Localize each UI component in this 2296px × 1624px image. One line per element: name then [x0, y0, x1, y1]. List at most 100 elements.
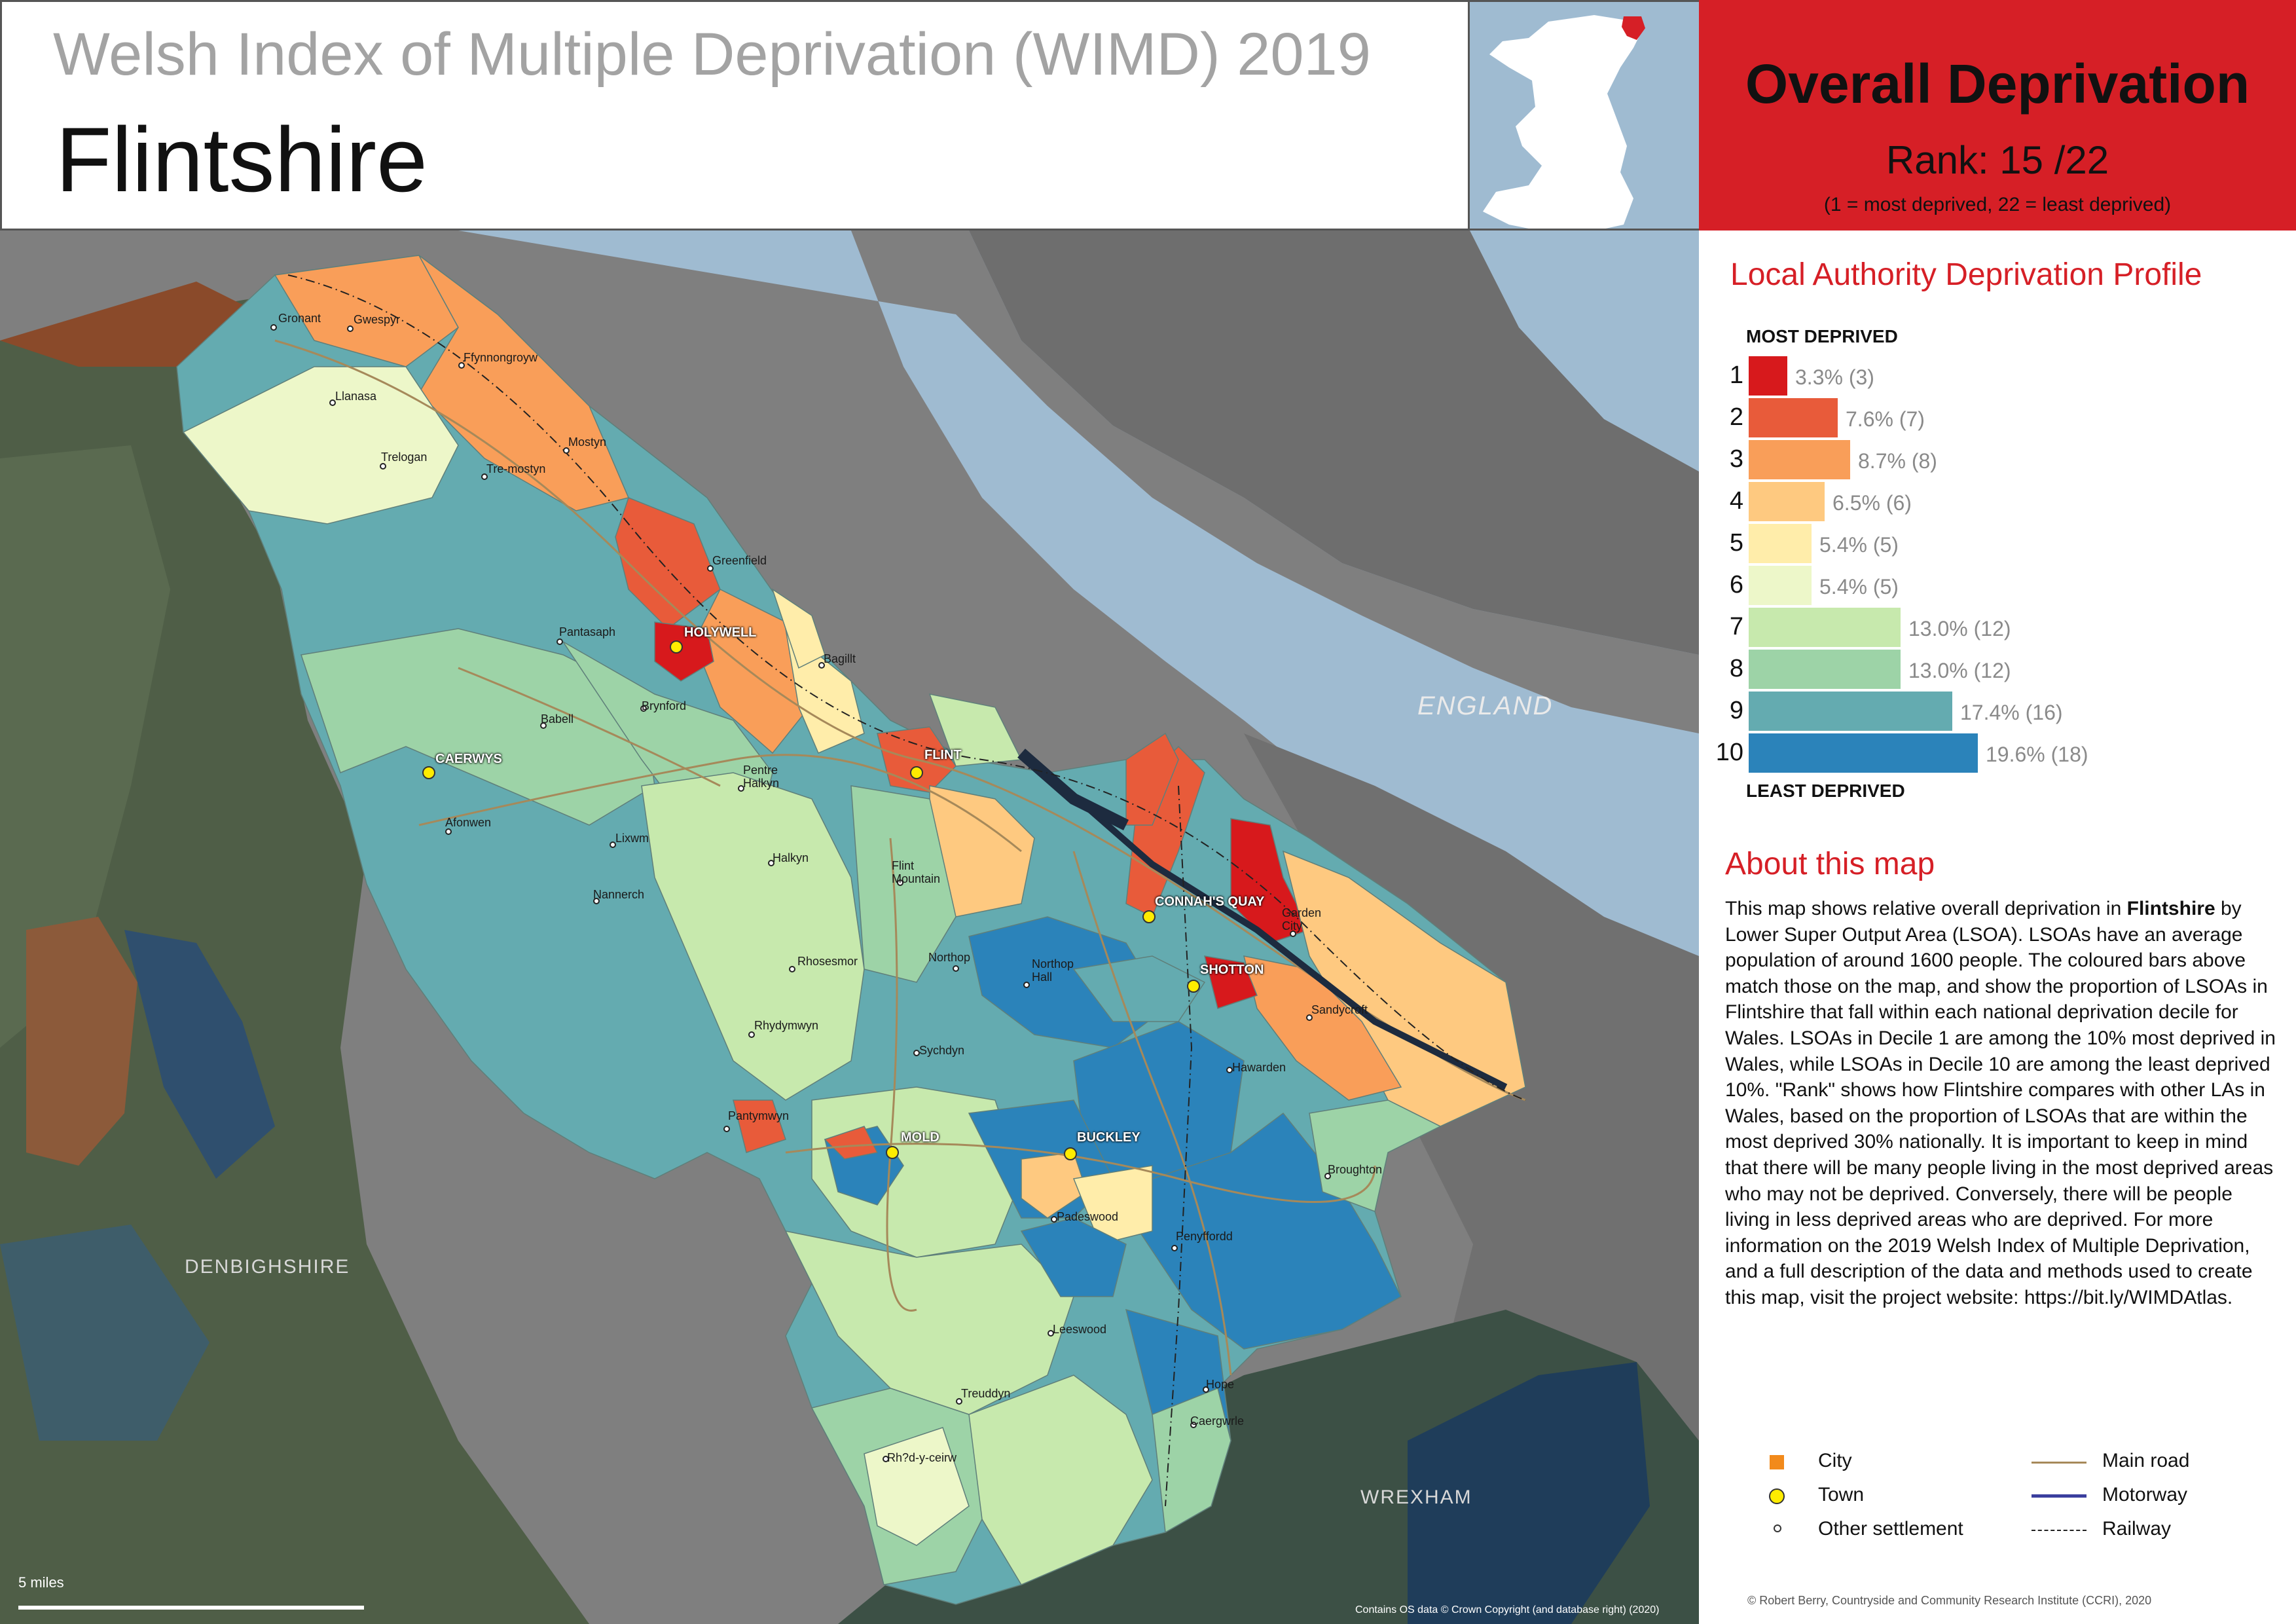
header: Welsh Index of Multiple Deprivation (WIM… [0, 0, 1470, 231]
decile-bar [1749, 398, 1838, 437]
about-text-bold: Flintshire [2126, 898, 2215, 919]
copyright: © Robert Berry, Countryside and Communit… [1747, 1594, 2152, 1607]
town-legend-icon [1769, 1488, 1785, 1504]
place-label-hope: Hope [1206, 1378, 1235, 1391]
region-label-wrexham: WREXHAM [1360, 1486, 1472, 1508]
decile-row-1: 1 3.3% (3) [1699, 356, 2288, 396]
estuary-channel [458, 231, 1699, 956]
least-deprived-label: LEAST DEPRIVED [1746, 781, 1905, 801]
river-channel [1017, 748, 1129, 831]
decile-value-label: 8.7% (8) [1858, 449, 1937, 473]
place-label-mostyn: Mostyn [568, 435, 607, 449]
decile-bar [1749, 650, 1901, 689]
place-label-pentre-halkyn-text: Pentre Halkyn [743, 764, 780, 790]
settlement-markers [270, 324, 1331, 1462]
legend-town: Town [1818, 1484, 1865, 1505]
page-subtitle: Welsh Index of Multiple Deprivation (WIM… [53, 21, 1371, 88]
flintshire-lsoas [176, 255, 1526, 1605]
town-label-flint: FLINT [924, 748, 962, 762]
place-label-treuddyn: Treuddyn [961, 1387, 1011, 1400]
town-label-mold: MOLD [901, 1130, 939, 1145]
place-label-gwespyr: Gwespyr [354, 313, 401, 326]
town-label-caerwys: CAERWYS [435, 752, 502, 766]
town-label-buckley: BUCKLEY [1077, 1130, 1140, 1145]
scale-bar [18, 1606, 364, 1610]
map-credit: Contains OS data © Crown Copyright (and … [1355, 1604, 1660, 1615]
decile-value-label: 13.0% (12) [1908, 659, 2011, 682]
rank-value: 15 /22 [1999, 138, 2109, 182]
place-label-penyffordd: Penyffordd [1176, 1230, 1233, 1243]
region-label-england: ENGLAND [1417, 692, 1554, 720]
place-label-brynford: Brynford [642, 699, 687, 712]
decile-number: 2 [1729, 403, 1743, 431]
town-label-connahs-quay: CONNAH'S QUAY [1155, 895, 1265, 909]
place-label-pantymwyn: Pantymwyn [728, 1109, 790, 1122]
decile-row-3: 3 8.7% (8) [1699, 440, 2288, 479]
decile-value-label: 6.5% (6) [1832, 491, 1912, 515]
rank-prefix: Rank: [1886, 138, 1989, 182]
place-label-nannerch: Nannerch [593, 888, 645, 901]
place-label-padeswood: Padeswood [1057, 1210, 1119, 1223]
place-label-broughton: Broughton [1328, 1163, 1383, 1176]
most-deprived-label: MOST DEPRIVED [1746, 326, 1898, 346]
about-text: This map shows relative overall deprivat… [1725, 896, 2282, 1311]
decile-number: 7 [1729, 613, 1743, 640]
place-label-hawarden: Hawarden [1232, 1061, 1286, 1074]
map-area[interactable]: ENGLAND DENBIGHSHIRE WREXHAM HOLYWELL FL… [0, 0, 1699, 1624]
place-label-northop-hall: Northop Hall [1032, 957, 1074, 984]
place-label-northop-hall-text: Northop Hall [1032, 957, 1074, 984]
decile-number: 9 [1729, 697, 1743, 724]
place-label-flint-mountain-text: Flint Mountain [892, 859, 941, 885]
decile-value-label: 5.4% (5) [1819, 575, 1899, 599]
decile-number: 10 [1715, 739, 1743, 766]
place-label-ffynnongroyw: Ffynnongroyw [464, 351, 538, 364]
railway-south [1165, 785, 1193, 1507]
place-label-gronant: Gronant [278, 312, 321, 325]
decile-row-8: 8 13.0% (12) [1699, 650, 2288, 689]
decile-row-9: 9 17.4% (16) [1699, 692, 2288, 731]
place-label-trelogan: Trelogan [381, 451, 428, 464]
decile-number: 5 [1729, 529, 1743, 557]
place-label-lixwm: Lixwm [615, 832, 649, 845]
decile-row-2: 2 7.6% (7) [1699, 398, 2288, 437]
city-legend-icon [1770, 1455, 1784, 1469]
place-label-bagillt: Bagillt [824, 652, 856, 665]
about-title: About this map [1725, 847, 1935, 881]
map-canvas[interactable] [0, 0, 1699, 1624]
denbighshire-west [0, 445, 170, 1048]
place-label-babell: Babell [541, 712, 574, 726]
decile-number: 6 [1729, 571, 1743, 599]
railway-legend-icon [2032, 1530, 2086, 1531]
england-land [969, 231, 1699, 655]
motorway-legend-icon [2032, 1494, 2086, 1498]
decile-row-6: 6 5.4% (5) [1699, 566, 2288, 605]
town-markers [422, 640, 1200, 1160]
scale-label: 5 miles [18, 1574, 64, 1591]
side-panel: Local Authority Deprivation Profile MOST… [1699, 231, 2296, 1624]
place-label-afonwen: Afonwen [445, 816, 492, 829]
place-label-sandycroft: Sandycroft [1311, 1003, 1368, 1016]
place-label-rhydymwyn: Rhydymwyn [754, 1019, 819, 1032]
page-title: Flintshire [56, 108, 428, 211]
motorway [1045, 770, 1508, 1090]
legend-city: City [1818, 1450, 1852, 1471]
wales-outline-icon [1483, 15, 1645, 229]
denbighshire-patch-2 [0, 1225, 210, 1441]
overall-deprivation-title: Overall Deprivation [1745, 53, 2250, 115]
place-label-tre-mostyn: Tre-mostyn [486, 462, 546, 475]
decile-number: 3 [1729, 445, 1743, 473]
place-label-pantasaph: Pantasaph [559, 625, 616, 638]
rank-note: (1 = most deprived, 22 = least deprived) [1823, 194, 2172, 215]
decile-row-5: 5 5.4% (5) [1699, 524, 2288, 563]
settlement-legend-icon [1774, 1524, 1781, 1532]
decile-number: 4 [1729, 487, 1743, 515]
about-text-1: This map shows relative overall deprivat… [1725, 898, 2122, 919]
place-label-rhosesmor: Rhosesmor [797, 955, 858, 968]
legend-motorway: Motorway [2102, 1484, 2188, 1505]
place-label-halkyn: Halkyn [773, 851, 809, 864]
decile-bar [1749, 440, 1850, 479]
decile-row-7: 7 13.0% (12) [1699, 608, 2288, 647]
decile-bar [1749, 566, 1812, 605]
denbighshire-patch-blue [124, 930, 275, 1179]
about-text-2: by Lower Super Output Area (LSOA). LSOAs… [1725, 898, 2276, 1308]
